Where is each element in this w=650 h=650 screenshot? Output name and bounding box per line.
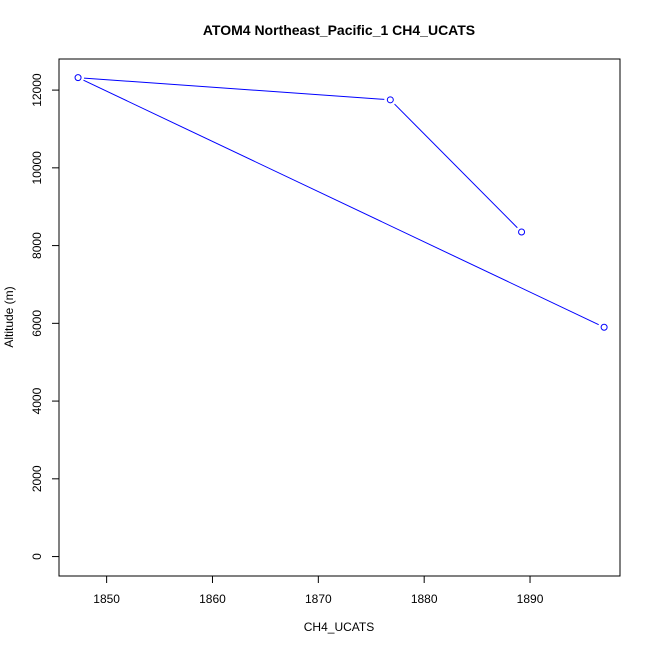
y-tick-label: 4000 (30, 387, 44, 414)
y-axis: 0 2000 4000 6000 8000 10000 12000 (30, 73, 60, 560)
series-lines (83, 77, 599, 326)
series-segment (83, 79, 599, 326)
y-axis-label: Altitude (m) (2, 286, 16, 347)
x-axis-label: CH4_UCATS (304, 620, 374, 634)
x-tick-label: 1850 (93, 592, 120, 606)
data-point (600, 323, 608, 331)
series-segment (394, 103, 518, 229)
y-tick-label: 8000 (30, 232, 44, 259)
plot-frame (58, 58, 621, 577)
data-point (518, 228, 526, 236)
x-tick-label: 1870 (305, 592, 332, 606)
x-tick-label: 1860 (199, 592, 226, 606)
data-point (386, 96, 394, 104)
y-tick-label: 2000 (30, 465, 44, 492)
y-tick-label: 6000 (30, 310, 44, 337)
y-tick-label: 10000 (30, 151, 44, 185)
data-points (74, 74, 608, 331)
data-point (74, 74, 82, 82)
x-axis: 1850 1860 1870 1880 1890 (93, 575, 544, 606)
y-tick-label: 12000 (30, 73, 44, 107)
y-tick-label: 0 (30, 553, 44, 560)
series-segment (84, 77, 385, 100)
x-tick-label: 1890 (517, 592, 544, 606)
chart-title: ATOM4 Northeast_Pacific_1 CH4_UCATS (203, 22, 475, 38)
x-tick-label: 1880 (411, 592, 438, 606)
